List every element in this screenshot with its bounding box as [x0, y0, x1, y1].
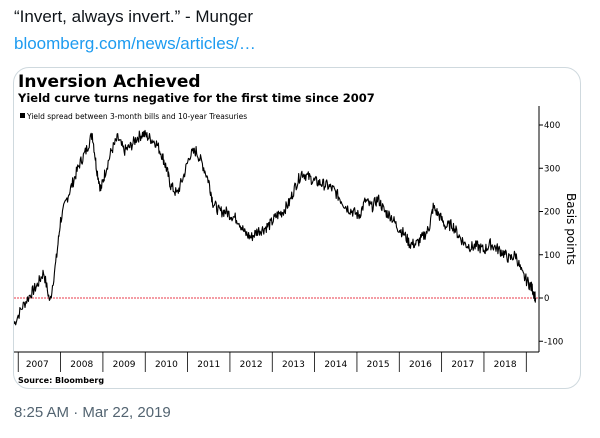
- series-line-0: [14, 129, 537, 326]
- x-tick-label: 2011: [197, 360, 220, 370]
- legend-swatch: [20, 113, 25, 118]
- x-tick-label: 2013: [282, 360, 305, 370]
- legend-label: Yield spread between 3-month bills and 1…: [26, 112, 247, 121]
- y-tick-label: 100: [544, 251, 560, 261]
- chart-source: Source: Bloomberg: [18, 376, 104, 385]
- article-link[interactable]: bloomberg.com/news/articles/…: [14, 34, 256, 53]
- y-tick-label: 300: [544, 164, 560, 174]
- tweet-timestamp: 8:25 AM · Mar 22, 2019: [14, 404, 171, 421]
- x-tick-label: 2007: [26, 360, 49, 370]
- y-tick-label: -100: [544, 337, 563, 347]
- x-tick-label: 2009: [113, 360, 136, 370]
- tweet-text: “Invert, always invert.” - Munger: [14, 7, 254, 26]
- y-tick-label: 200: [544, 208, 560, 218]
- chart-subtitle: Yield curve turns negative for the first…: [17, 91, 375, 105]
- y-axis-label: Basis points: [564, 193, 578, 265]
- chart-title: Inversion Achieved: [18, 72, 201, 92]
- x-tick-label: 2016: [409, 360, 432, 370]
- x-tick-label: 2008: [70, 360, 93, 370]
- y-tick-label: 0: [544, 294, 549, 304]
- y-tick-label: 400: [544, 121, 560, 131]
- x-tick-label: 2017: [451, 360, 474, 370]
- x-tick-label: 2015: [367, 360, 390, 370]
- x-tick-label: 2018: [494, 360, 517, 370]
- x-tick-label: 2014: [324, 360, 347, 370]
- x-tick-label: 2012: [240, 360, 263, 370]
- chart-card[interactable]: Inversion Achieved Yield curve turns neg…: [13, 67, 581, 389]
- yield-spread-chart: Inversion Achieved Yield curve turns neg…: [14, 72, 578, 385]
- x-tick-label: 2010: [155, 360, 178, 370]
